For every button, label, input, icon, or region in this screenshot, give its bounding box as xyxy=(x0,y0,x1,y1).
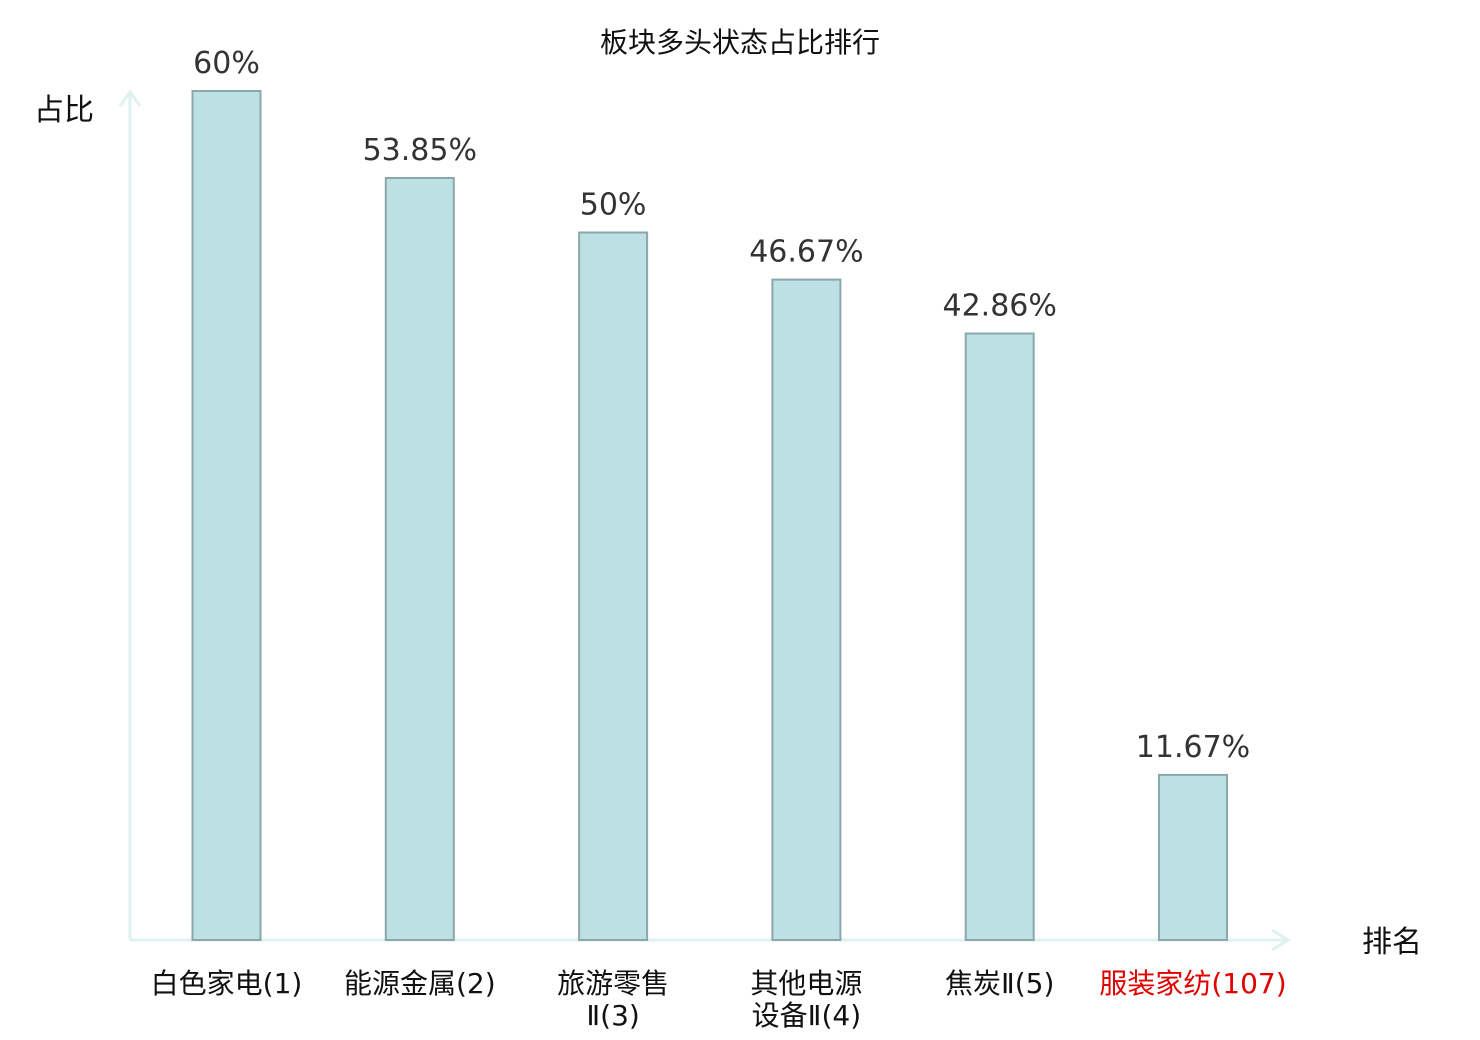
category-label: 设备Ⅱ(4) xyxy=(752,999,861,1032)
value-label: 11.67% xyxy=(1136,730,1250,765)
bar xyxy=(771,278,842,942)
bars-group xyxy=(191,90,1228,942)
x-axis-label: 排名 xyxy=(1362,925,1422,960)
category-label: 旅游零售 xyxy=(557,967,669,1000)
bar xyxy=(578,231,649,941)
category-label: 其他电源 xyxy=(750,967,862,1000)
category-label: 白色家电(1) xyxy=(151,967,303,1000)
y-axis-label: 占比 xyxy=(34,93,94,128)
category-label: 服装家纺(107) xyxy=(1099,967,1286,1000)
bar xyxy=(384,177,455,941)
bar xyxy=(1158,773,1228,942)
bar xyxy=(964,332,1035,941)
bar xyxy=(191,90,262,941)
value-label: 60% xyxy=(193,46,260,81)
y-axis-arrow xyxy=(118,89,142,107)
category-label: 能源金属(2) xyxy=(344,967,496,1000)
category-label: Ⅱ(3) xyxy=(586,999,639,1032)
value-label: 42.86% xyxy=(943,289,1057,324)
category-label: 焦炭Ⅱ(5) xyxy=(945,967,1054,1000)
value-labels-group: 60% 53.85% 50% 46.67% 42.86% 11.67% xyxy=(193,46,1250,765)
chart-title: 板块多头状态占比排行 xyxy=(600,26,880,59)
value-label: 46.67% xyxy=(749,235,863,270)
value-label: 50% xyxy=(580,188,647,223)
value-label: 53.85% xyxy=(363,133,477,168)
x-axis-arrow xyxy=(1271,928,1291,952)
